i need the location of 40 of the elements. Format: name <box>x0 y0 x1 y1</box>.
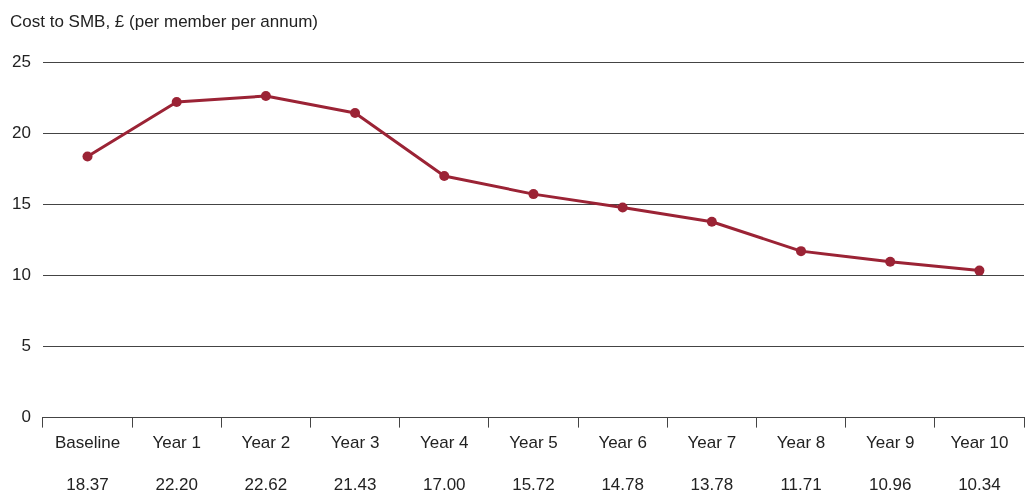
y-axis-title: Cost to SMB, £ (per member per annum) <box>10 12 319 32</box>
data-label: 22.20 <box>155 474 198 494</box>
point <box>82 151 93 162</box>
x-tick-label: Year 2 <box>241 433 291 453</box>
x-tick-label: Year 1 <box>152 433 201 453</box>
x-tick-label: Year 4 <box>420 433 469 453</box>
x-tick-label: Year 5 <box>509 433 558 453</box>
data-label: 21.43 <box>333 474 377 494</box>
data-label: 11.71 <box>780 474 822 494</box>
data-label: 17.00 <box>422 474 466 494</box>
y-tick-label: 10 <box>11 265 31 285</box>
y-tick-label: 0 <box>21 407 31 427</box>
point <box>528 189 539 200</box>
point <box>706 216 717 227</box>
y-tick-label: 15 <box>11 194 31 214</box>
data-label: 14.78 <box>601 474 644 494</box>
point <box>974 265 985 276</box>
x-tick-label: Year 7 <box>687 433 737 453</box>
data-label: 10.34 <box>958 474 1001 494</box>
data-label: 13.78 <box>690 474 734 494</box>
point <box>796 246 807 257</box>
point <box>171 97 182 108</box>
y-tick-label: 20 <box>11 122 31 142</box>
data-label: 18.37 <box>66 474 109 494</box>
data-label: 15.72 <box>512 474 555 494</box>
data-label: 10.96 <box>868 474 912 494</box>
point <box>439 170 450 181</box>
point <box>260 91 271 102</box>
point <box>885 256 896 267</box>
x-tick-label: Year 8 <box>776 433 826 453</box>
x-tick-label: Year 9 <box>865 433 915 453</box>
y-tick-label: 25 <box>11 51 31 71</box>
x-tick-label: Year 10 <box>950 433 1009 453</box>
point <box>350 107 361 118</box>
point <box>617 202 628 213</box>
x-tick-label: Year 3 <box>330 433 380 453</box>
x-tick-label: Year 6 <box>598 433 647 453</box>
data-label: 22.62 <box>244 474 288 494</box>
x-tick-label: Baseline <box>54 433 121 453</box>
y-tick-label: 5 <box>21 336 31 356</box>
